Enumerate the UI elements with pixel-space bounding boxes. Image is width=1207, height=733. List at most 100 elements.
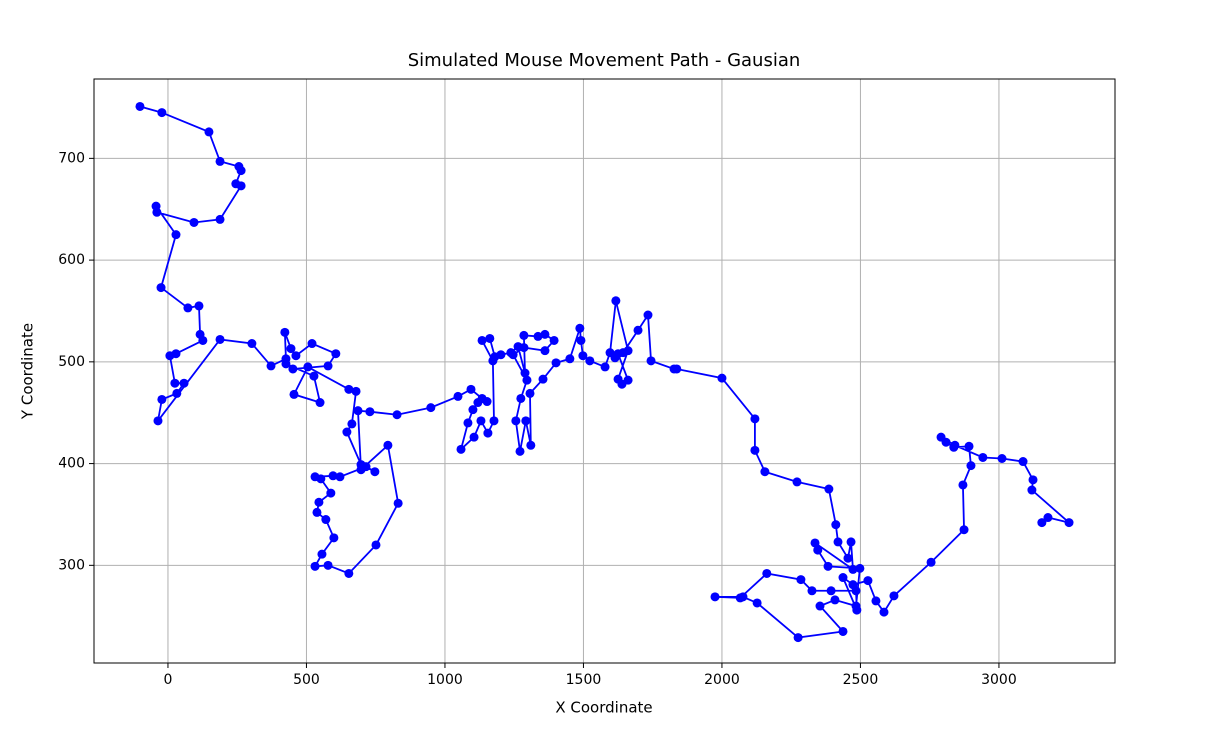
point <box>365 407 375 417</box>
point <box>303 362 313 372</box>
point <box>335 472 345 482</box>
point <box>236 181 246 191</box>
point <box>978 452 988 462</box>
point <box>618 348 628 358</box>
point <box>526 440 536 450</box>
point <box>551 358 561 368</box>
point <box>1018 457 1028 467</box>
point <box>792 477 802 487</box>
point <box>307 339 317 349</box>
point <box>204 127 214 137</box>
path-line <box>139 105 1070 639</box>
point <box>286 344 296 354</box>
point <box>156 283 166 293</box>
point <box>194 301 204 311</box>
point <box>966 461 976 471</box>
point <box>165 351 175 361</box>
point <box>830 595 840 605</box>
point <box>843 553 853 563</box>
point <box>326 488 336 498</box>
point <box>1064 518 1074 528</box>
point <box>393 498 403 508</box>
point <box>483 428 493 438</box>
point <box>189 217 199 227</box>
point <box>760 467 770 477</box>
x-tick-label: 500 <box>293 672 320 688</box>
point <box>328 471 338 481</box>
point <box>316 474 326 484</box>
point <box>469 432 479 442</box>
point <box>473 398 483 408</box>
point <box>576 335 586 345</box>
point <box>578 351 588 361</box>
point <box>1027 485 1037 495</box>
point <box>762 568 772 578</box>
point <box>855 563 865 573</box>
point <box>831 520 841 530</box>
point <box>807 586 817 596</box>
point <box>643 310 653 320</box>
point <box>879 607 889 617</box>
y-axis-label: Y Coordinate <box>19 323 37 420</box>
point <box>646 356 656 366</box>
point <box>312 507 322 517</box>
point <box>833 537 843 547</box>
y-tick-label: 700 <box>58 150 85 166</box>
point <box>1037 518 1047 528</box>
point <box>826 586 836 596</box>
point <box>515 446 525 456</box>
point <box>815 601 825 611</box>
point <box>752 598 762 608</box>
point <box>310 561 320 571</box>
point <box>538 374 548 384</box>
point <box>179 378 189 388</box>
point <box>323 560 333 570</box>
point <box>153 416 163 426</box>
point <box>215 334 225 344</box>
point <box>466 384 476 394</box>
point <box>172 388 182 398</box>
point <box>852 605 862 615</box>
point <box>508 350 518 360</box>
point <box>823 561 833 571</box>
point <box>476 416 486 426</box>
point <box>889 591 899 601</box>
point <box>926 557 936 567</box>
point <box>810 538 820 548</box>
point <box>533 331 543 341</box>
point <box>329 533 339 543</box>
point <box>426 403 436 413</box>
point <box>468 405 478 415</box>
point <box>344 568 354 578</box>
point <box>477 335 487 345</box>
chart-title: Simulated Mouse Movement Path - Gausian <box>408 50 801 71</box>
point <box>1043 513 1053 523</box>
point <box>964 441 974 451</box>
point <box>321 515 331 525</box>
point <box>135 101 145 111</box>
point <box>838 573 848 583</box>
point <box>291 351 301 361</box>
point <box>565 354 575 364</box>
point <box>585 356 595 366</box>
point <box>183 303 193 313</box>
point <box>342 427 352 437</box>
point <box>549 335 559 345</box>
point <box>525 388 535 398</box>
point <box>519 330 529 340</box>
y-tick-label: 500 <box>58 354 85 370</box>
point <box>813 545 823 555</box>
point <box>611 296 621 306</box>
point <box>516 393 526 403</box>
point <box>215 156 225 166</box>
point <box>288 364 298 374</box>
point <box>793 633 803 643</box>
point <box>289 389 299 399</box>
point <box>623 375 633 385</box>
point <box>170 378 180 388</box>
point <box>392 410 402 420</box>
point <box>266 361 276 371</box>
x-tick-label: 2500 <box>843 672 879 688</box>
x-tick-label: 1000 <box>427 672 463 688</box>
